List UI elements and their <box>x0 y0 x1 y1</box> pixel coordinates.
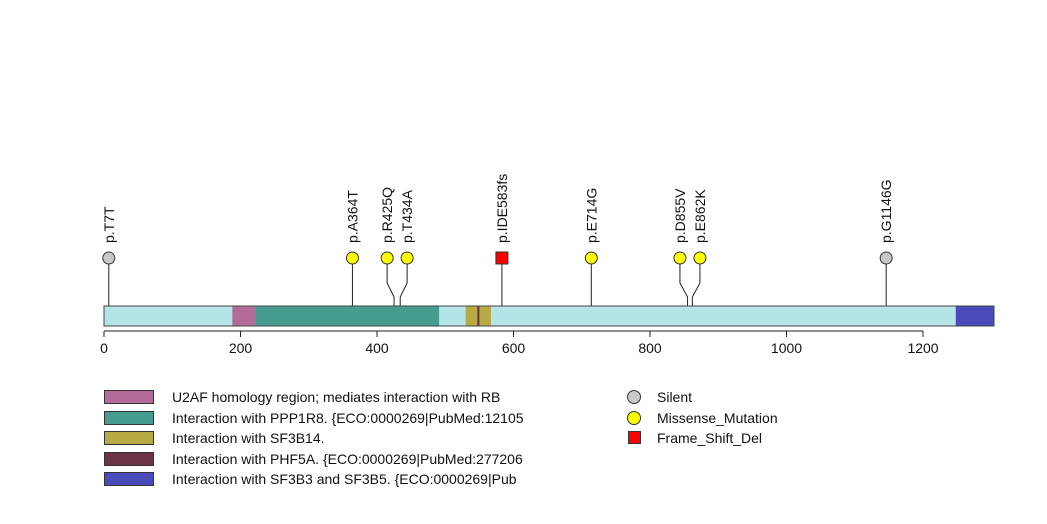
domain-legend-label: Interaction with PHF5A. {ECO:0000269|Pub… <box>172 450 523 467</box>
protein-backbone-outline <box>103 305 995 327</box>
domain-legend-swatch <box>104 451 154 466</box>
mutation-marker <box>879 251 893 265</box>
mutation-legend-label: Missense_Mutation <box>657 409 778 426</box>
mutation-label: p.E862K <box>692 189 708 243</box>
axis-tick-label: 1200 <box>907 340 938 356</box>
mutation-marker <box>380 251 394 265</box>
domain-legend-label: Interaction with SF3B14. <box>172 430 325 446</box>
domain-legend-label: Interaction with SF3B3 and SF3B5. {ECO:0… <box>172 471 517 487</box>
domain-legend-swatch <box>104 410 154 425</box>
mutation-markers <box>102 251 893 265</box>
mutation-legend-swatch <box>627 410 641 425</box>
lollipop-plot: p.T7T p.A364T p.R425Q p.T434A p.IDE583fs p.E7… <box>100 174 995 356</box>
x-axis: 0 200 400 600 800 1000 1200 <box>100 330 939 356</box>
mutation-legend-label: Frame_Shift_Del <box>657 430 763 446</box>
domain-rect <box>255 306 440 326</box>
domain-legend-label: Interaction with PPP1R8. {ECO:0000269|Pu… <box>172 409 524 426</box>
mutation-marker <box>345 251 359 265</box>
axis-tick-label: 200 <box>229 340 253 356</box>
domain-rect <box>477 306 480 326</box>
mutation-label: p.T434A <box>399 189 415 243</box>
mutation-label: p.T7T <box>101 206 117 243</box>
mutation-marker <box>102 251 116 265</box>
mutation-marker <box>495 251 509 265</box>
mutation-labels: p.T7T p.A364T p.R425Q p.T434A p.IDE583fs p.E7… <box>101 174 894 243</box>
axis-tick-label: 400 <box>365 340 389 356</box>
mutation-label: p.E714G <box>583 188 599 243</box>
axis-tick-label: 800 <box>638 340 662 356</box>
domain-legend-swatch <box>104 431 154 445</box>
axis-tick-label: 600 <box>502 340 526 356</box>
mutation-label: p.R425Q <box>379 187 395 243</box>
mutation-marker <box>693 251 707 265</box>
mutation-legend-label: Silent <box>657 389 693 405</box>
mutation-marker <box>673 251 687 265</box>
domain-legend-label: U2AF homology region; mediates interacti… <box>172 389 501 405</box>
mutation-legend-swatch <box>628 431 641 444</box>
mutation-label: p.D855V <box>672 188 688 243</box>
domain-legend-swatch <box>104 390 154 404</box>
mutation-label: p.A364T <box>344 190 360 243</box>
domain-legend-swatch <box>104 472 154 486</box>
mutation-label: p.IDE583fs <box>494 174 510 243</box>
mutation-legend-swatch <box>627 390 641 404</box>
axis-tick-label: 1000 <box>771 340 802 356</box>
mutation-label: p.G1146G <box>878 179 894 243</box>
domain-rects <box>232 306 994 326</box>
domain-rect <box>955 306 994 326</box>
mutation-marker <box>400 251 414 265</box>
axis-tick-label: 0 <box>100 340 108 356</box>
domain-rect <box>232 306 256 326</box>
mutation-marker <box>584 251 598 265</box>
